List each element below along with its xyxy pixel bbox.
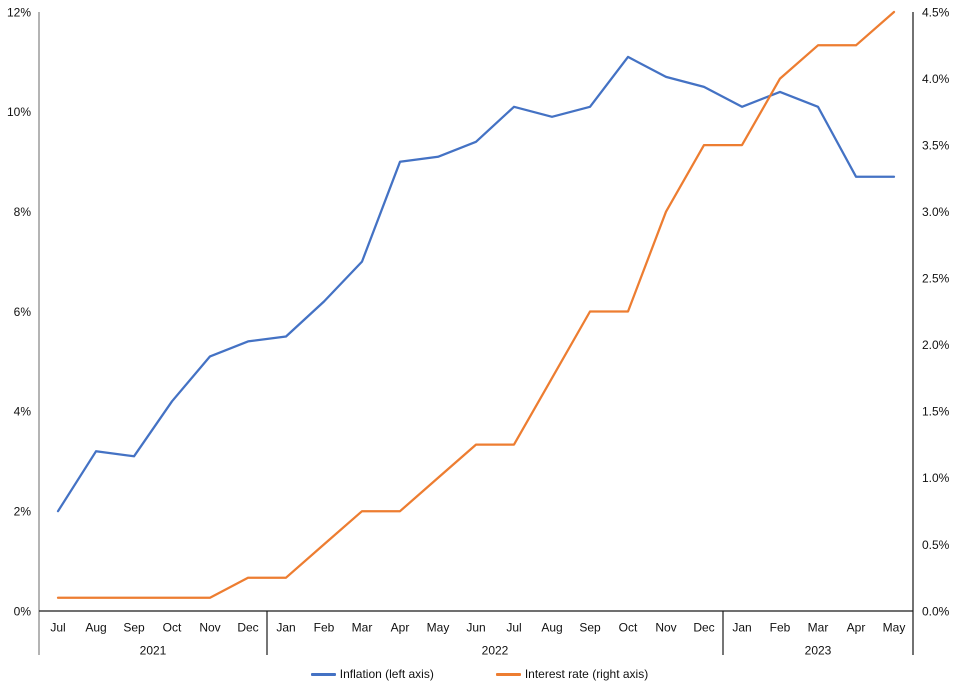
legend-item: Interest rate (right axis) (495, 667, 649, 681)
left-axis-tick-label: 10% (7, 105, 31, 119)
right-axis-tick-label: 3.5% (922, 138, 950, 152)
right-axis-tick-label: 1.0% (922, 471, 950, 485)
month-label: Oct (163, 620, 182, 634)
right-axis-tick-label: 3.0% (922, 205, 950, 219)
left-axis-tick-label: 0% (14, 604, 32, 618)
month-label: May (427, 620, 450, 634)
left-axis-tick-label: 8% (14, 205, 32, 219)
month-label: May (883, 620, 906, 634)
month-label: Dec (693, 620, 714, 634)
month-label: Feb (314, 620, 335, 634)
month-label: Jan (732, 620, 751, 634)
month-label: Jan (276, 620, 295, 634)
legend-line-swatch-icon (310, 672, 336, 676)
legend-item: Inflation (left axis) (310, 667, 434, 681)
month-label: Apr (847, 620, 866, 634)
month-label: Mar (808, 620, 829, 634)
month-label: Aug (85, 620, 106, 634)
month-label: Dec (237, 620, 258, 634)
legend-line-swatch-icon (495, 672, 521, 676)
series-line-interest-rate (56, 10, 896, 599)
right-axis-tick-label: 1.5% (922, 405, 950, 419)
month-label: Jul (50, 620, 65, 634)
right-axis-tick-label: 4.5% (922, 5, 950, 19)
right-axis-tick-label: 4.0% (922, 72, 950, 86)
right-axis-tick-label: 0.0% (922, 604, 950, 618)
left-axis-tick-label: 2% (14, 504, 32, 518)
month-label: Mar (352, 620, 373, 634)
month-label: Jul (506, 620, 521, 634)
year-label: 2021 (140, 643, 167, 657)
month-label: Jun (466, 620, 485, 634)
month-label: Nov (199, 620, 220, 634)
legend-label: Interest rate (right axis) (524, 667, 649, 681)
right-axis-tick-label: 2.5% (922, 272, 950, 286)
left-axis-tick-label: 4% (14, 405, 32, 419)
left-axis-tick-label: 12% (7, 5, 31, 19)
month-label: Nov (655, 620, 676, 634)
right-axis-tick-label: 2.0% (922, 338, 950, 352)
left-axis-tick-label: 6% (14, 305, 32, 319)
legend: Inflation (left axis) Interest rate (righ… (0, 665, 959, 683)
month-label: Sep (579, 620, 601, 634)
year-label: 2023 (805, 643, 832, 657)
month-label: Oct (619, 620, 638, 634)
right-axis-tick-label: 0.5% (922, 538, 950, 552)
month-label: Feb (770, 620, 791, 634)
month-label: Sep (123, 620, 145, 634)
year-label: 2022 (482, 643, 509, 657)
series-line-inflation (56, 55, 896, 513)
month-label: Aug (541, 620, 562, 634)
month-label: Apr (391, 620, 410, 634)
legend-label: Inflation (left axis) (339, 667, 434, 681)
